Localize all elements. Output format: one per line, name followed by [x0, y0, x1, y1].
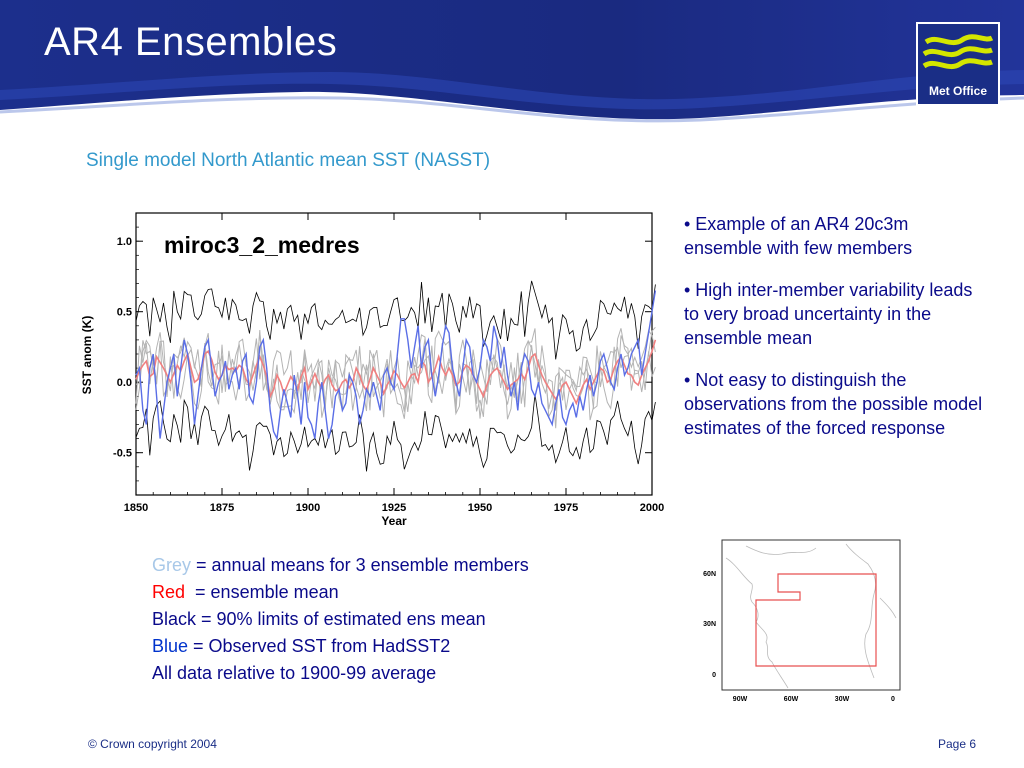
nasst-region-outline — [755, 573, 877, 667]
y-tick-label: 0.0 — [117, 377, 132, 389]
region-map-svg: 60N 30N 0 90W 60W 30W 0 — [703, 539, 901, 703]
wave-logo-icon — [922, 34, 994, 70]
chart-title: miroc3_2_medres — [164, 232, 360, 258]
bullet-item: • Example of an AR4 20c3m ensemble with … — [684, 214, 913, 258]
map-lat-30n: 30N — [703, 621, 716, 628]
map-lon-90w: 90W — [733, 696, 748, 703]
x-tick-label: 1850 — [124, 502, 148, 514]
sst-chart: 1850 1875 1900 1925 1950 1975 2000 1.0 0.5 0.0 -0.… — [74, 205, 674, 545]
legend-blue-word: Blue — [152, 636, 189, 656]
legend-line-blue: Blue = Observed SST from HadSST2 — [152, 633, 529, 660]
y-tick-label: 0.5 — [117, 307, 132, 319]
series-layer — [135, 280, 657, 472]
x-tick-label: 1925 — [382, 502, 406, 514]
x-tick-label: 1975 — [554, 502, 578, 514]
sst-chart-svg: 1850 1875 1900 1925 1950 1975 2000 1.0 0.5 0.0 -0.… — [80, 212, 664, 528]
confidence-limit-line — [135, 394, 656, 472]
legend-red-text: = ensemble mean — [185, 582, 339, 602]
legend-line-grey: Grey = annual means for 3 ensemble membe… — [152, 552, 529, 579]
legend-line-red: Red = ensemble mean — [152, 579, 529, 606]
map-lat-60n: 60N — [703, 571, 716, 578]
ensemble-member-line — [135, 326, 656, 421]
bullet-item: • Not easy to distinguish the observatio… — [684, 370, 983, 438]
y-tick-label: -0.5 — [113, 448, 132, 460]
map-lat-0: 0 — [712, 672, 716, 679]
legend-line-black: Black = 90% limits of estimated ens mean — [152, 609, 486, 629]
bullet-item: • High inter-member variability leads to… — [684, 280, 973, 348]
map-lon-30w: 30W — [835, 696, 850, 703]
ensemble-member-line — [135, 328, 656, 418]
logo-text: Met Office — [928, 84, 987, 98]
footer-copyright: © Crown copyright 2004 — [88, 737, 217, 751]
x-tick-label: 1950 — [468, 502, 492, 514]
met-office-logo: Met Office — [916, 22, 1000, 106]
x-tick-label: 1900 — [296, 502, 320, 514]
header-banner — [0, 0, 1024, 130]
y-axis-label: SST anom (K) — [80, 316, 94, 395]
legend-block: Grey = annual means for 3 ensemble membe… — [152, 552, 529, 687]
legend-red-word: Red — [152, 582, 186, 602]
legend-grey-word: Grey — [152, 555, 192, 575]
x-tick-label: 2000 — [640, 502, 664, 514]
confidence-limit-line — [135, 280, 656, 360]
y-tick-label: 1.0 — [117, 236, 132, 248]
legend-grey-text: = annual means for 3 ensemble members — [191, 555, 529, 575]
x-axis-label: Year — [381, 514, 407, 528]
map-frame — [721, 539, 901, 691]
map-lon-60w: 60W — [784, 696, 799, 703]
bullet-list: • Example of an AR4 20c3m ensemble with … — [684, 212, 989, 458]
slide-title: AR4 Ensembles — [44, 20, 338, 64]
legend-line-relative: All data relative to 1900-99 average — [152, 663, 437, 683]
slide-subtitle: Single model North Atlantic mean SST (NA… — [86, 150, 491, 171]
legend-blue-text: = Observed SST from HadSST2 — [188, 636, 451, 656]
ensemble-member-line — [135, 329, 656, 429]
footer-page-number: Page 6 — [938, 737, 977, 751]
tick-layer: 1850 1875 1900 1925 1950 1975 2000 1.0 0.5 0.0 -0.… — [113, 213, 664, 514]
map-lon-0: 0 — [891, 696, 895, 703]
x-tick-label: 1875 — [210, 502, 234, 514]
region-map: 60N 30N 0 90W 60W 30W 0 — [696, 538, 902, 706]
observed-sst-line — [135, 290, 657, 442]
